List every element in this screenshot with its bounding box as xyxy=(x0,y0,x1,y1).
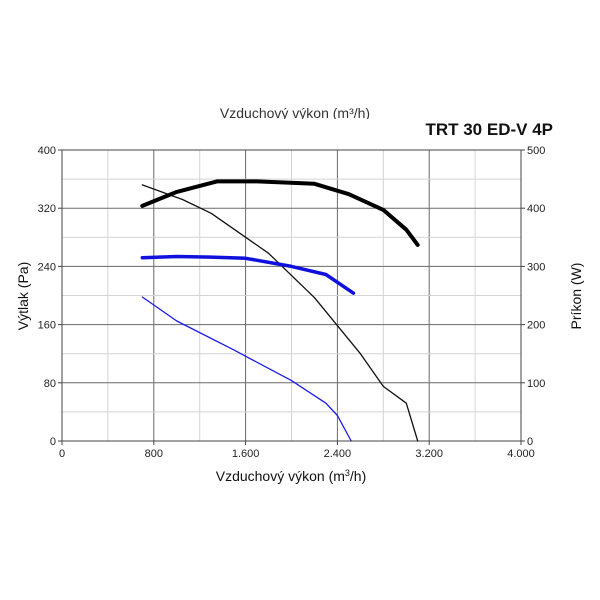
x-tick-label: 0 xyxy=(59,448,65,460)
x-tick-label: 800 xyxy=(145,448,163,460)
series-line-2 xyxy=(140,179,420,247)
y-left-tick-label: 400 xyxy=(38,145,56,157)
chart-title: TRT 30 ED-V 4P xyxy=(425,120,553,139)
x-tick-label: 2.400 xyxy=(324,448,352,460)
y-right-tick-label: 400 xyxy=(527,203,545,215)
x-tick-label: 4.000 xyxy=(507,448,535,460)
series-line-1 xyxy=(141,184,419,442)
right-tick-labels: 0 100 200 300 400 500 xyxy=(521,145,545,448)
y-left-tick-label: 160 xyxy=(38,320,56,332)
series-group xyxy=(140,179,420,442)
y-axis-title-left: Výtlak (Pa) xyxy=(15,262,31,330)
x-axis-title: Vzduchový výkon (m3/h) xyxy=(216,468,367,484)
y-axis-title-right: Príkon (W) xyxy=(568,263,584,330)
plot-frame xyxy=(61,149,522,442)
y-left-tick-label: 80 xyxy=(44,378,56,390)
top-cover xyxy=(150,119,440,133)
grid xyxy=(62,150,521,441)
y-left-tick-label: 320 xyxy=(38,203,56,215)
series-line-4 xyxy=(140,254,356,295)
series-line-3 xyxy=(141,296,352,442)
x-tick-labels: 0 800 1.600 2.400 3.200 4.000 xyxy=(59,441,535,460)
top-axis-title: Vzduchový výkon (m³/h) xyxy=(220,105,370,121)
y-left-tick-label: 240 xyxy=(38,261,56,273)
y-right-tick-label: 0 xyxy=(527,436,533,448)
y-right-tick-label: 500 xyxy=(527,145,545,157)
x-tick-label: 3.200 xyxy=(415,448,443,460)
y-right-tick-label: 300 xyxy=(527,261,545,273)
y-right-tick-label: 100 xyxy=(527,378,545,390)
x-tick-label: 1.600 xyxy=(232,448,260,460)
y-left-tick-label: 0 xyxy=(50,436,56,448)
left-tick-labels: 0 80 160 240 320 400 xyxy=(38,145,62,448)
y-right-tick-label: 200 xyxy=(527,320,545,332)
